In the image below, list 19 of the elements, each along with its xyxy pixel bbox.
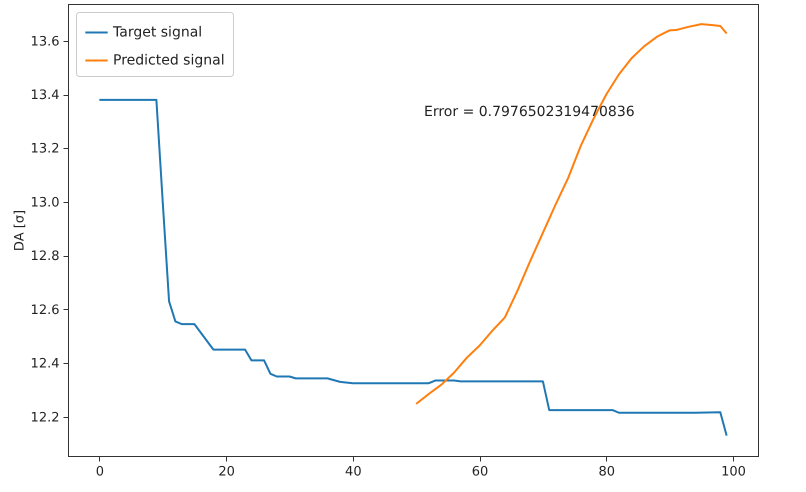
x-tick-label: 40: [345, 464, 362, 480]
legend-label: Target signal: [112, 24, 202, 40]
x-tick-label: 80: [598, 464, 616, 480]
y-tick-label: 12.6: [30, 302, 60, 318]
x-tick-label: 60: [472, 464, 488, 480]
y-tick-label: 13.2: [30, 142, 60, 157]
legend-label: Predicted signal: [113, 52, 225, 68]
y-tick-label: 13.0: [30, 195, 60, 210]
y-tick-label: 12.4: [30, 356, 60, 372]
line-series: [415, 23, 728, 405]
x-tick-label: 20: [218, 464, 235, 480]
y-tick-label: 12.2: [30, 410, 60, 426]
y-axis-title: DA [σ]: [12, 210, 28, 252]
x-tick-label: 0: [96, 464, 104, 480]
y-tick-label: 13.6: [30, 34, 60, 50]
x-tick-label: 100: [721, 464, 746, 480]
y-tick-label: 12.8: [30, 249, 60, 264]
y-tick-label: 13.4: [30, 88, 60, 104]
line-series: [98, 98, 728, 437]
